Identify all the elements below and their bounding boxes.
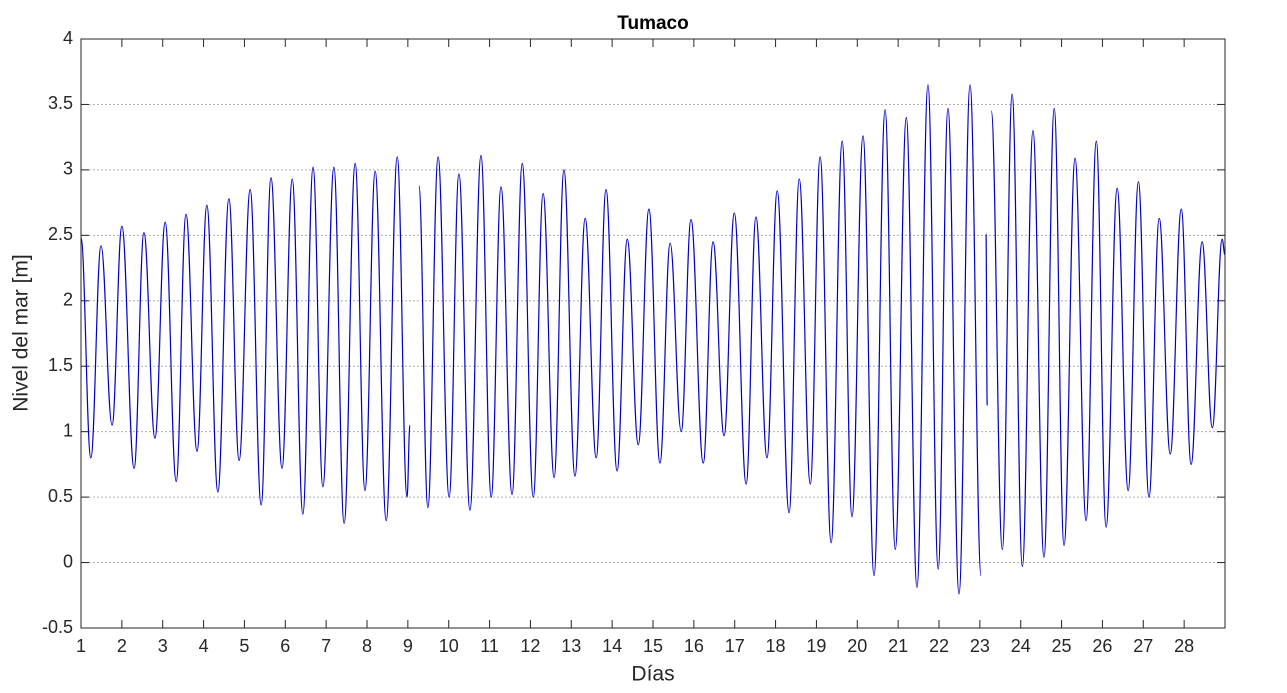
x-tick-label: 24 [1011,636,1031,656]
y-tick-label: 2 [63,290,73,310]
x-tick-label: 7 [321,636,331,656]
x-tick-label: 21 [888,636,908,656]
x-tick-label: 19 [806,636,826,656]
y-tick-label: 3.5 [48,93,73,113]
x-tick-label: 28 [1174,636,1194,656]
x-tick-label: 27 [1133,636,1153,656]
y-tick-label: 4 [63,28,73,48]
x-tick-label: 14 [602,636,622,656]
chart-title: Tumaco [617,13,688,34]
y-tick-label: 1 [63,420,73,440]
x-tick-label: 4 [199,636,209,656]
plot-area [81,39,1225,628]
x-tick-label: 13 [561,636,581,656]
axes-box [80,38,1226,629]
x-tick-label: 3 [158,636,168,656]
x-tick-label: 16 [684,636,704,656]
x-tick-label: 10 [439,636,459,656]
x-tick-label: 18 [766,636,786,656]
x-tick-label: 26 [1092,636,1112,656]
x-tick-label: 9 [403,636,413,656]
x-tick-label: 2 [117,636,127,656]
tide-line [80,84,1226,595]
y-tick-label: -0.5 [42,617,73,637]
x-tick-label: 6 [280,636,290,656]
x-tick-label: 11 [480,636,499,656]
x-tick-label: 15 [643,636,663,656]
x-tick-label: 12 [520,636,540,656]
x-tick-label: 17 [725,636,745,656]
y-tick-label: 0 [63,551,73,571]
y-tick-label: 0.5 [48,486,73,506]
x-tick-label: 1 [76,636,86,656]
y-tick-label: 1.5 [48,355,73,375]
x-tick-label: 22 [929,636,949,656]
x-axis-label: Días [631,663,674,686]
y-tick-label: 3 [63,159,73,179]
x-tick-label: 5 [239,636,249,656]
x-tick-label: 20 [847,636,867,656]
y-tick-label: 2.5 [48,224,73,244]
x-tick-label: 25 [1052,636,1072,656]
x-tick-label: 8 [362,636,372,656]
y-axis-label: Nivel del mar [m] [10,254,33,412]
x-tick-label: 23 [970,636,990,656]
